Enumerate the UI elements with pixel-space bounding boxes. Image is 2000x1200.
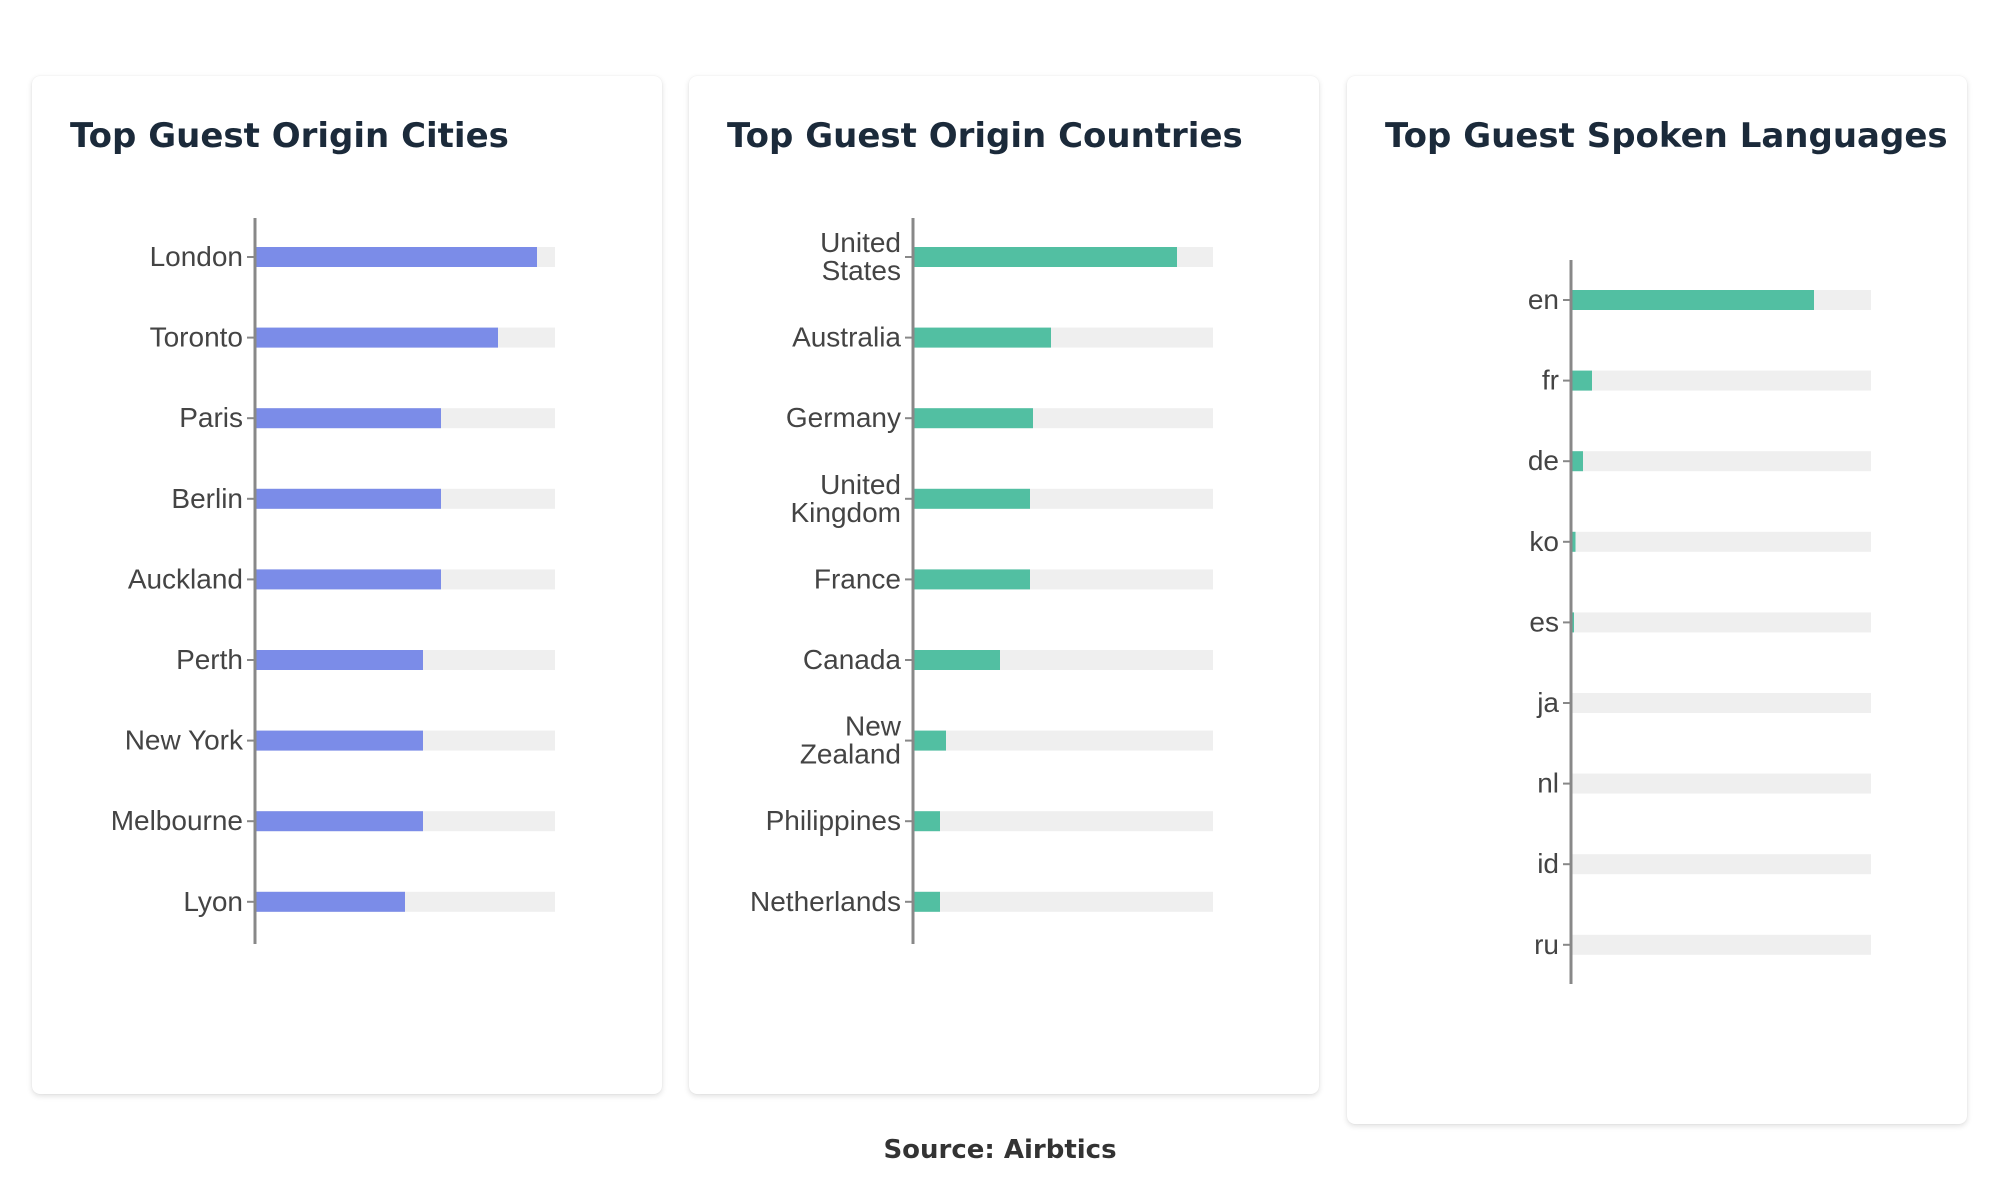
bar	[1571, 451, 1583, 472]
tick-label: ko	[1529, 526, 1559, 557]
cities-card-title: Top Guest Origin Cities	[70, 116, 509, 156]
bar	[913, 730, 946, 751]
bar	[913, 650, 1000, 670]
languages-card: Top Guest Spoken Languages en fr de ko es ja n…	[1347, 76, 1967, 1124]
bar-track	[1571, 854, 1871, 875]
bar-track	[913, 811, 1213, 832]
bar-track	[1571, 451, 1871, 472]
countries-chart: United States Australia Germany United Kingdo…	[750, 218, 1213, 944]
tick-label: London	[150, 241, 243, 272]
cities-chart: London Toronto Paris Berlin Auckland Perth New…	[111, 218, 555, 944]
bar-track	[1571, 773, 1871, 794]
bar	[255, 247, 537, 267]
bar	[913, 247, 1177, 267]
tick-label: Perth	[176, 644, 243, 675]
tick-label: Canada	[803, 644, 902, 675]
bar	[255, 730, 423, 751]
tick-label: Germany	[786, 402, 901, 433]
tick-label: id	[1537, 848, 1559, 879]
bar	[255, 569, 441, 590]
bar	[1571, 531, 1576, 552]
bar-track	[1571, 934, 1871, 955]
tick-label: Berlin	[171, 483, 243, 514]
tick-label: ja	[1536, 687, 1559, 718]
tick-label: New York	[125, 725, 244, 756]
languages-chart: en fr de ko es ja nl id ru	[1528, 260, 1871, 984]
bar	[1571, 290, 1814, 310]
tick-label: fr	[1542, 365, 1559, 396]
bar	[255, 891, 405, 912]
source-caption: Source: Airbtics	[883, 1135, 1117, 1165]
bar-track	[1571, 531, 1871, 552]
bar	[913, 327, 1051, 348]
bar-track	[1571, 693, 1871, 713]
tick-label: Netherlands	[750, 886, 901, 917]
bar-track	[1571, 612, 1871, 633]
bar	[913, 408, 1033, 429]
tick-label: de	[1528, 445, 1559, 476]
bar	[913, 811, 940, 832]
tick-label: nl	[1537, 768, 1559, 799]
tick-label: en	[1528, 284, 1559, 315]
bar-track	[913, 730, 1213, 751]
tick-label: Toronto	[150, 322, 243, 353]
bar	[913, 488, 1030, 509]
tick-label: Australia	[792, 322, 901, 353]
bar-track	[1571, 370, 1871, 391]
tick-label: Lyon	[183, 886, 243, 917]
tick-label: Philippines	[766, 805, 901, 836]
tick-label: es	[1529, 606, 1559, 637]
countries-card-title: Top Guest Origin Countries	[727, 116, 1243, 156]
tick-label: United Kingdom	[790, 469, 901, 528]
bar	[1571, 370, 1592, 391]
tick-label: New Zealand	[800, 711, 902, 770]
bar	[913, 891, 940, 912]
tick-label: Melbourne	[111, 805, 243, 836]
bar	[255, 811, 423, 832]
bar	[255, 488, 441, 509]
tick-label: France	[814, 563, 901, 594]
bar	[255, 650, 423, 670]
countries-card: Top Guest Origin Countries United States A…	[689, 76, 1319, 1094]
bar-track	[913, 891, 1213, 912]
languages-card-title: Top Guest Spoken Languages	[1385, 116, 1948, 156]
bar	[255, 408, 441, 429]
tick-label: ru	[1534, 929, 1559, 960]
cities-card: Top Guest Origin Cities London Toronto Par…	[32, 76, 662, 1094]
tick-label: Paris	[179, 402, 243, 433]
tick-label: United States	[820, 227, 901, 286]
bar	[913, 569, 1030, 590]
tick-label: Auckland	[128, 563, 243, 594]
bar	[255, 327, 498, 348]
